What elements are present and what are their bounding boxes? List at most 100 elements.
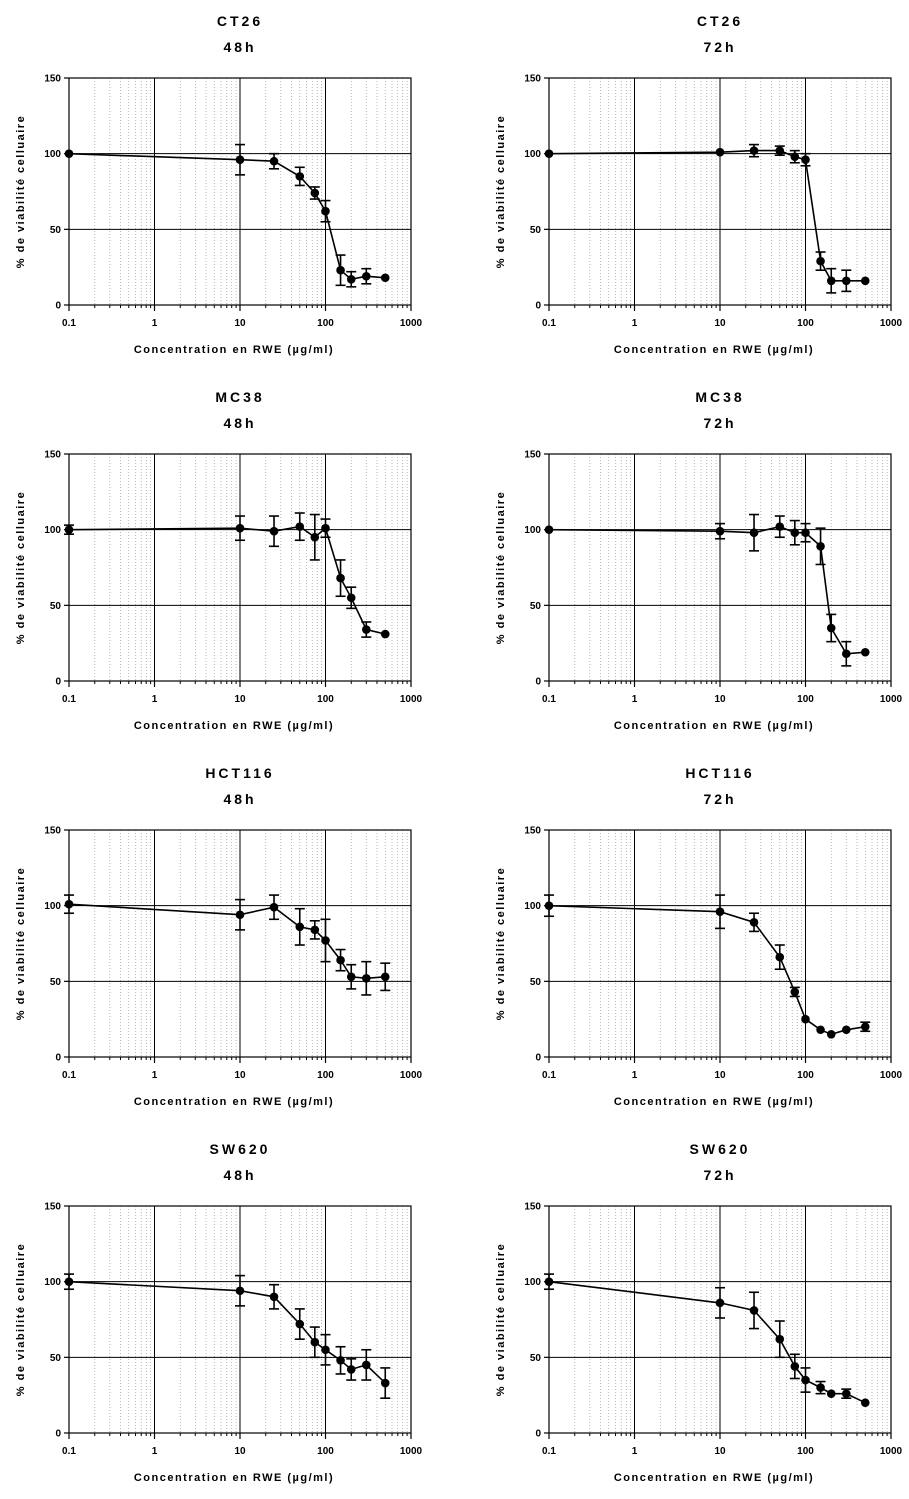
y-tick-label: 50 [50, 601, 62, 612]
data-point [841, 1389, 851, 1398]
chart-panel-7: SW620 48h 0 50 100 150 0.1 1 10 100 1000 Concentrat… [0, 1128, 454, 1499]
x-axis-label: Concentration en RWE (µg/ml) [614, 344, 814, 356]
x-tick-label: 10 [714, 318, 726, 329]
data-point [544, 901, 554, 910]
chart-title-line2: 72h [703, 791, 736, 807]
x-tick-label: 10 [234, 318, 246, 329]
y-tick-label: 50 [50, 977, 62, 988]
series-line [68, 152, 386, 281]
data-point [321, 936, 330, 945]
y-tick-label: 50 [50, 225, 62, 236]
x-tick-label: 100 [797, 318, 814, 329]
data-point [749, 528, 759, 537]
data-point [790, 987, 800, 997]
y-axis-label: % de viabilité celluaire [495, 491, 507, 644]
chart-title-line1: MC38 [215, 389, 264, 405]
data-point [310, 1337, 320, 1347]
data-point [295, 172, 305, 181]
x-tick-label: 1 [632, 318, 638, 329]
y-tick-label: 150 [44, 450, 61, 461]
y-tick-label: 100 [44, 525, 61, 536]
data-point [361, 974, 371, 983]
data-point [816, 542, 825, 551]
x-axis-label: Concentration en RWE (µg/ml) [614, 1096, 814, 1108]
y-tick-label: 50 [530, 601, 542, 612]
minor-gridlines [574, 830, 888, 1057]
chart-svg: MC38 72h 0 50 100 150 0.1 1 10 100 1000 Concentrati… [495, 389, 903, 732]
y-axis-label: % de viabilité celluaire [495, 1243, 507, 1396]
y-tick-label: 150 [44, 1202, 61, 1213]
data-point [321, 523, 330, 533]
chart-panel-4: MC38 72h 0 50 100 150 0.1 1 10 100 1000 Concentrati… [480, 376, 909, 747]
data-point [336, 573, 345, 583]
data-point [715, 147, 725, 157]
y-tick-label: 0 [55, 1053, 61, 1064]
data-point [380, 629, 390, 639]
data-point [775, 522, 785, 531]
data-point [346, 972, 356, 982]
minor-gridlines [94, 830, 408, 1057]
y-tick-label: 100 [524, 149, 541, 160]
data-point [295, 922, 305, 932]
chart-title-line1: MC38 [695, 389, 744, 405]
data-point [826, 276, 836, 286]
data-point [790, 528, 800, 537]
chart-svg: SW620 72h 0 50 100 150 0.1 1 10 100 1000 Concentrat… [495, 1141, 903, 1484]
data-point [775, 1334, 785, 1344]
chart-title-line1: SW620 [210, 1141, 271, 1157]
data-point [749, 146, 759, 155]
y-tick-label: 150 [44, 74, 61, 85]
data-point [860, 1398, 870, 1408]
data-point [801, 155, 810, 165]
chart-panel-2: CT26 72h 0 50 100 150 0.1 1 10 100 1000 Concentrati… [480, 0, 909, 371]
x-tick-label: 1000 [400, 694, 423, 705]
data-point [790, 152, 800, 161]
data-point [336, 1356, 345, 1365]
data-point [64, 1277, 74, 1286]
data-point [775, 146, 785, 155]
x-axis-label: Concentration en RWE (µg/ml) [134, 1472, 334, 1484]
chart-panel-5: HCT116 48h 0 50 100 150 0.1 1 10 100 1000 Concentra… [0, 752, 454, 1123]
chart-title-line1: HCT116 [205, 765, 274, 781]
chart-svg: CT26 72h 0 50 100 150 0.1 1 10 100 1000 Concentrati… [495, 13, 903, 356]
data-point [715, 526, 725, 536]
data-point [310, 188, 320, 198]
chart-title-line1: HCT116 [685, 765, 754, 781]
x-axis-label: Concentration en RWE (µg/ml) [134, 720, 334, 732]
data-point [749, 1306, 759, 1315]
x-tick-label: 0.1 [542, 1070, 556, 1081]
chart-title-line2: 72h [703, 1167, 736, 1183]
y-tick-label: 100 [524, 1277, 541, 1288]
y-axis-label: % de viabilité celluaire [15, 491, 27, 644]
y-tick-label: 50 [50, 1353, 62, 1364]
chart-panel-6: HCT116 72h 0 50 100 150 0.1 1 10 100 1000 Concentra… [480, 752, 909, 1123]
data-point [801, 1014, 810, 1024]
data-point [310, 532, 320, 542]
y-tick-label: 150 [524, 74, 541, 85]
data-point [269, 526, 279, 536]
y-tick-label: 150 [524, 450, 541, 461]
x-tick-label: 0.1 [542, 1446, 556, 1457]
data-point [235, 910, 245, 920]
y-tick-label: 0 [55, 677, 61, 688]
data-point [336, 955, 345, 965]
data-point [361, 625, 371, 634]
chart-svg: HCT116 48h 0 50 100 150 0.1 1 10 100 1000 Concentra… [15, 765, 423, 1108]
data-point [295, 522, 305, 531]
x-tick-label: 10 [234, 694, 246, 705]
data-point [841, 276, 851, 286]
y-axis-label: % de viabilité celluaire [495, 867, 507, 1020]
x-tick-label: 1000 [400, 318, 423, 329]
x-tick-label: 100 [797, 1446, 814, 1457]
data-point [321, 1345, 330, 1355]
series-line [68, 1280, 386, 1384]
data-point [715, 1298, 725, 1308]
chart-svg: HCT116 72h 0 50 100 150 0.1 1 10 100 1000 Concentra… [495, 765, 903, 1108]
x-tick-label: 10 [234, 1446, 246, 1457]
data-point [380, 1378, 390, 1388]
chart-title-line2: 48h [223, 415, 256, 431]
y-tick-label: 0 [535, 1429, 541, 1440]
y-tick-label: 150 [524, 1202, 541, 1213]
x-tick-label: 100 [797, 1070, 814, 1081]
data-point [715, 907, 725, 917]
